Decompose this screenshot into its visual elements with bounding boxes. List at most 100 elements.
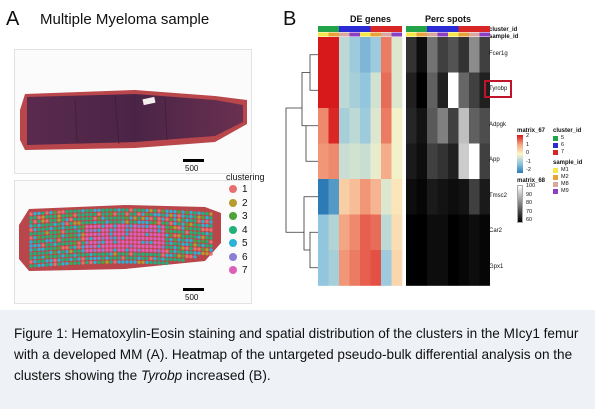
cluster-spot xyxy=(185,246,189,251)
cluster-spot xyxy=(141,220,145,224)
cluster-spot xyxy=(177,246,181,250)
cluster-spot xyxy=(57,226,61,230)
cluster-spot xyxy=(49,250,53,255)
cluster-spot xyxy=(193,255,197,259)
cluster-spot xyxy=(93,212,97,217)
cluster-spot xyxy=(105,236,109,240)
heatmap-cell-perc xyxy=(469,214,480,251)
cluster-spot xyxy=(189,218,193,223)
cluster-spot xyxy=(65,245,69,250)
cluster-spot xyxy=(41,227,45,231)
cluster-spot xyxy=(153,232,157,237)
cluster-spot xyxy=(197,251,201,255)
clustering-legend-item: 1 xyxy=(229,184,248,195)
cluster-spot xyxy=(145,212,149,217)
cluster-spot xyxy=(101,224,105,228)
cluster-spot xyxy=(37,251,41,256)
heatmap-cell-de xyxy=(349,179,361,215)
cluster-spot xyxy=(77,209,81,213)
cluster-spot xyxy=(37,255,41,260)
cluster-spot xyxy=(121,244,125,248)
sample-annotation-cell xyxy=(360,32,371,37)
cluster-spot xyxy=(129,212,133,216)
cluster-spot xyxy=(149,216,153,221)
cluster-spot xyxy=(65,225,69,230)
cluster-spot xyxy=(61,218,65,222)
cluster-spot xyxy=(65,241,69,246)
cluster-spot xyxy=(77,225,81,229)
cluster-spot xyxy=(101,212,105,216)
cluster-spot xyxy=(209,220,213,224)
cluster-spot xyxy=(149,220,153,225)
cluster-spot xyxy=(145,220,149,225)
cluster-spot xyxy=(201,251,205,256)
heatmap-cell-de xyxy=(381,250,392,286)
cluster-spot xyxy=(53,230,57,235)
cluster-spot xyxy=(97,228,101,232)
scale-bar-bottom xyxy=(183,288,204,291)
cluster-spot xyxy=(177,258,181,262)
heatmap-cell-perc xyxy=(479,214,490,251)
heatmap-cell-de xyxy=(328,143,340,180)
cluster-spot xyxy=(149,252,153,257)
cluster-spot xyxy=(205,224,209,228)
cluster-spot xyxy=(85,252,89,257)
legend-matrix68-tick: 80 xyxy=(526,200,533,206)
cluster-spot xyxy=(93,232,97,237)
heatmap-cell-perc xyxy=(469,37,480,73)
cluster-annotation-cell xyxy=(406,26,417,32)
heatmap-cell-de xyxy=(391,37,403,73)
heatmap-cell-perc xyxy=(406,72,417,109)
cluster-spot xyxy=(193,247,197,251)
cluster-spot xyxy=(177,222,181,226)
cluster-spot xyxy=(73,257,77,261)
cluster-spot xyxy=(117,216,121,220)
cluster-spot xyxy=(185,226,189,231)
heatmap-cell-de xyxy=(328,108,340,144)
cluster-spot xyxy=(77,245,81,249)
cluster-spot xyxy=(145,224,149,229)
cluster-spot xyxy=(33,220,37,224)
cluster-spot xyxy=(49,238,53,243)
cluster-spot xyxy=(125,212,129,216)
cluster-spot xyxy=(61,214,65,218)
heatmap-cell-perc xyxy=(416,108,428,144)
cluster-spot xyxy=(33,212,37,216)
cluster-spot xyxy=(177,226,181,230)
panel-b-letter: B xyxy=(283,8,297,30)
cluster-spot xyxy=(125,224,129,228)
cluster-spot xyxy=(149,224,153,229)
cluster-spot xyxy=(153,220,157,225)
gene-label: Tmsc2 xyxy=(489,192,507,199)
heatmap-cell-de xyxy=(360,72,371,109)
cluster-spot xyxy=(133,244,137,248)
sample-annotation-cell xyxy=(370,32,381,37)
cluster-spot xyxy=(169,209,173,214)
cluster-spot xyxy=(173,233,177,238)
cluster-spot xyxy=(61,230,65,234)
cluster-spot xyxy=(133,232,137,236)
cluster-spot xyxy=(109,216,113,220)
sample-annotation-cell xyxy=(427,32,438,37)
heatmap-cell-de xyxy=(318,250,329,286)
heatmap-cell-de xyxy=(339,37,350,73)
cluster-spot xyxy=(81,249,85,253)
cluster-spot xyxy=(65,257,69,262)
legend-matrix67-tick: -2 xyxy=(526,167,531,173)
clustering-legend-label: 3 xyxy=(242,211,248,222)
cluster-spot xyxy=(81,241,85,245)
cluster-spot xyxy=(197,227,201,231)
cluster-spot xyxy=(209,232,213,236)
clustering-legend-label: 5 xyxy=(242,238,248,249)
cluster-spot xyxy=(57,250,61,254)
tissue-gap-shape xyxy=(142,96,156,106)
cluster-spot xyxy=(201,219,205,224)
cluster-spot xyxy=(181,246,185,250)
cluster-spot xyxy=(169,257,173,262)
dendrogram-line xyxy=(285,107,304,233)
cluster-spot xyxy=(81,213,85,217)
cluster-spot xyxy=(125,240,129,244)
clustering-legend-label: 2 xyxy=(242,197,248,209)
legend-matrix67-tick: 1 xyxy=(526,141,530,148)
cluster-spot xyxy=(33,216,37,220)
